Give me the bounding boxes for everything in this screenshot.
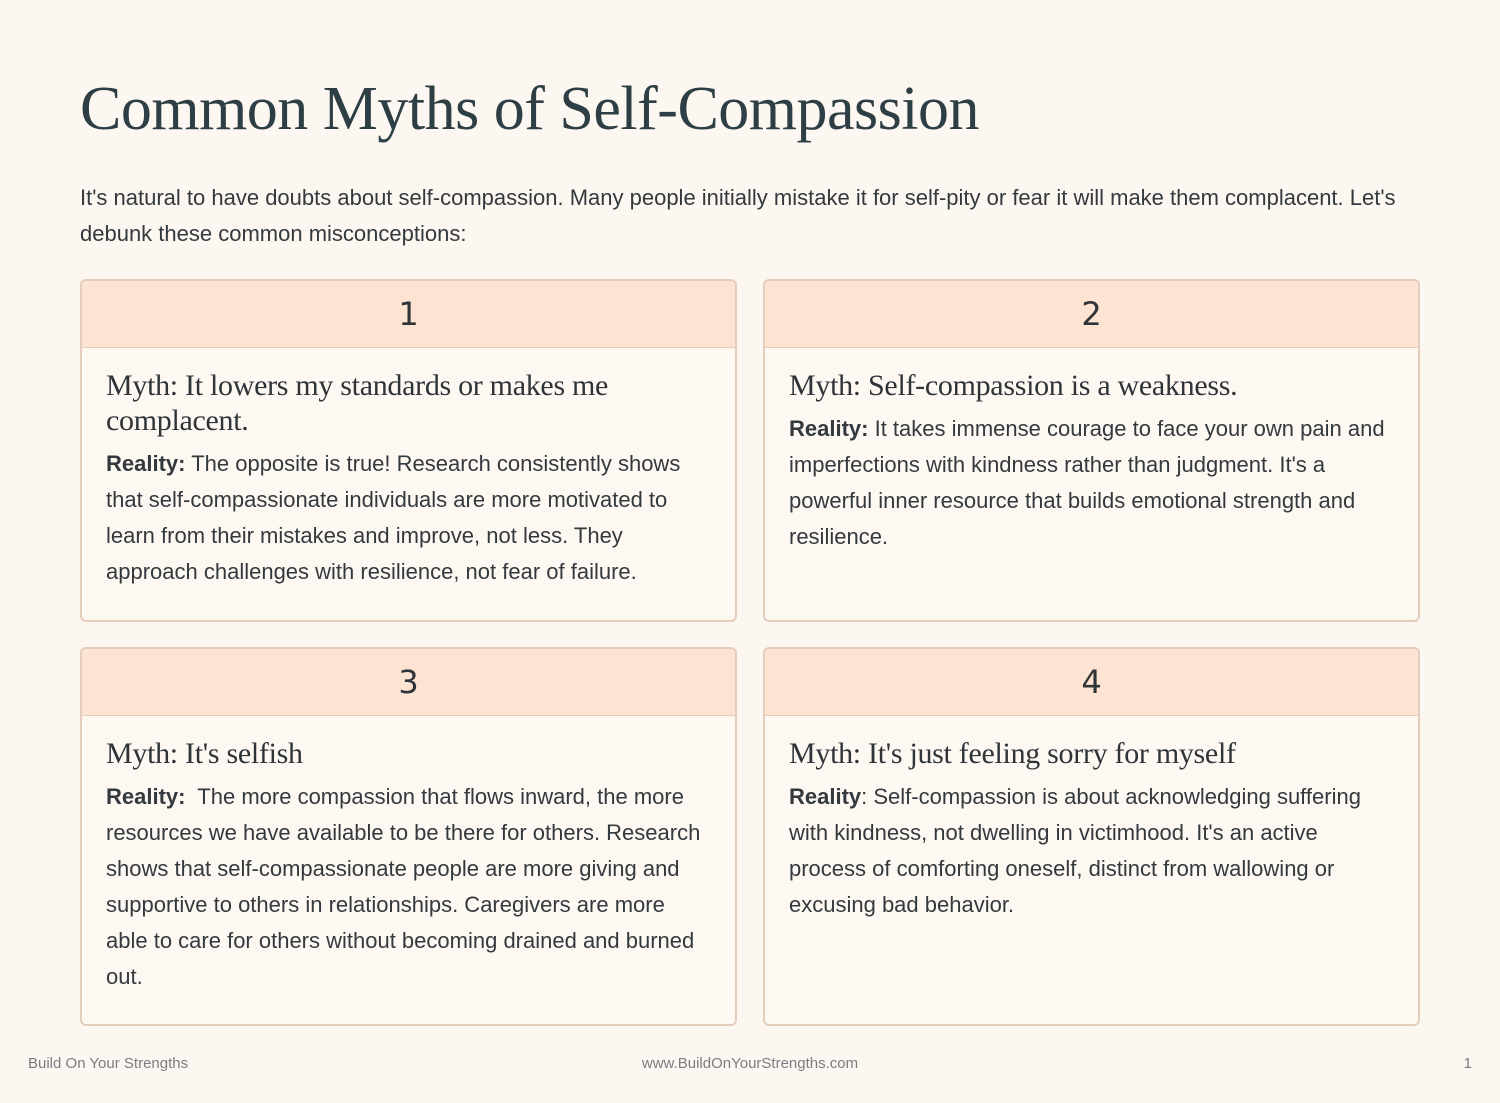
card-body: Myth: It lowers my standards or makes me… (82, 348, 735, 610)
reality-text: Reality: Self-compassion is about acknow… (789, 779, 1394, 923)
reality-body: The more compassion that flows inward, t… (106, 784, 707, 989)
card-number: 3 (82, 649, 735, 716)
myth-heading: Myth: It lowers my standards or makes me… (106, 369, 609, 437)
reality-text: Reality: It takes immense courage to fac… (789, 411, 1394, 555)
reality-label: Reality (789, 784, 862, 809)
myth-card: 2 Myth: Self-compassion is a weakness. Rea… (763, 279, 1420, 622)
reality-label: Reality: (106, 451, 186, 476)
footer-left: Build On Your Strengths (28, 1055, 189, 1072)
intro: It's natural to have doubts about self-c… (80, 185, 1396, 246)
title: Common Myths of Self-Compassion (80, 75, 980, 143)
reality-text: Reality: The opposite is true! Research … (106, 446, 711, 590)
reality-body: The opposite is true! Research consisten… (106, 451, 687, 584)
reality-body: It takes immense courage to face your ow… (789, 416, 1391, 549)
card-body: Myth: It's selfish Reality: The more comp… (82, 716, 735, 1015)
card-number: 1 (82, 281, 735, 348)
reality-text: Reality: The more compassion that flows … (106, 779, 711, 995)
myth-heading: Myth: Self-compassion is a weakness. (789, 369, 1238, 402)
card-number: 4 (765, 649, 1418, 716)
page-number: 1 (1463, 1055, 1472, 1072)
myth-card: 1 Myth: It lowers my standards or makes m… (80, 279, 737, 622)
reality-body: : Self-compassion is about acknowledging… (789, 784, 1368, 917)
myth-heading: Myth: It's selfish (106, 737, 303, 770)
myth-heading: Myth: It's just feeling sorry for myself (789, 737, 1236, 770)
reality-label: Reality: (789, 416, 869, 441)
card-number: 2 (765, 281, 1418, 348)
reality-label: Reality: (106, 784, 186, 809)
card-body: Myth: Self-compassion is a weakness. Real… (765, 348, 1418, 575)
myth-card: 3 Myth: It's selfish Reality: The more com… (80, 647, 737, 1026)
myth-card: 4 Myth: It's just feeling sorry for mysel… (763, 647, 1420, 1026)
card-grid: 1 Myth: It lowers my standards or makes m… (80, 279, 1420, 1026)
card-body: Myth: It's just feeling sorry for myself… (765, 716, 1418, 943)
footer-center: www.BuildOnYourStrengths.com (641, 1055, 859, 1072)
